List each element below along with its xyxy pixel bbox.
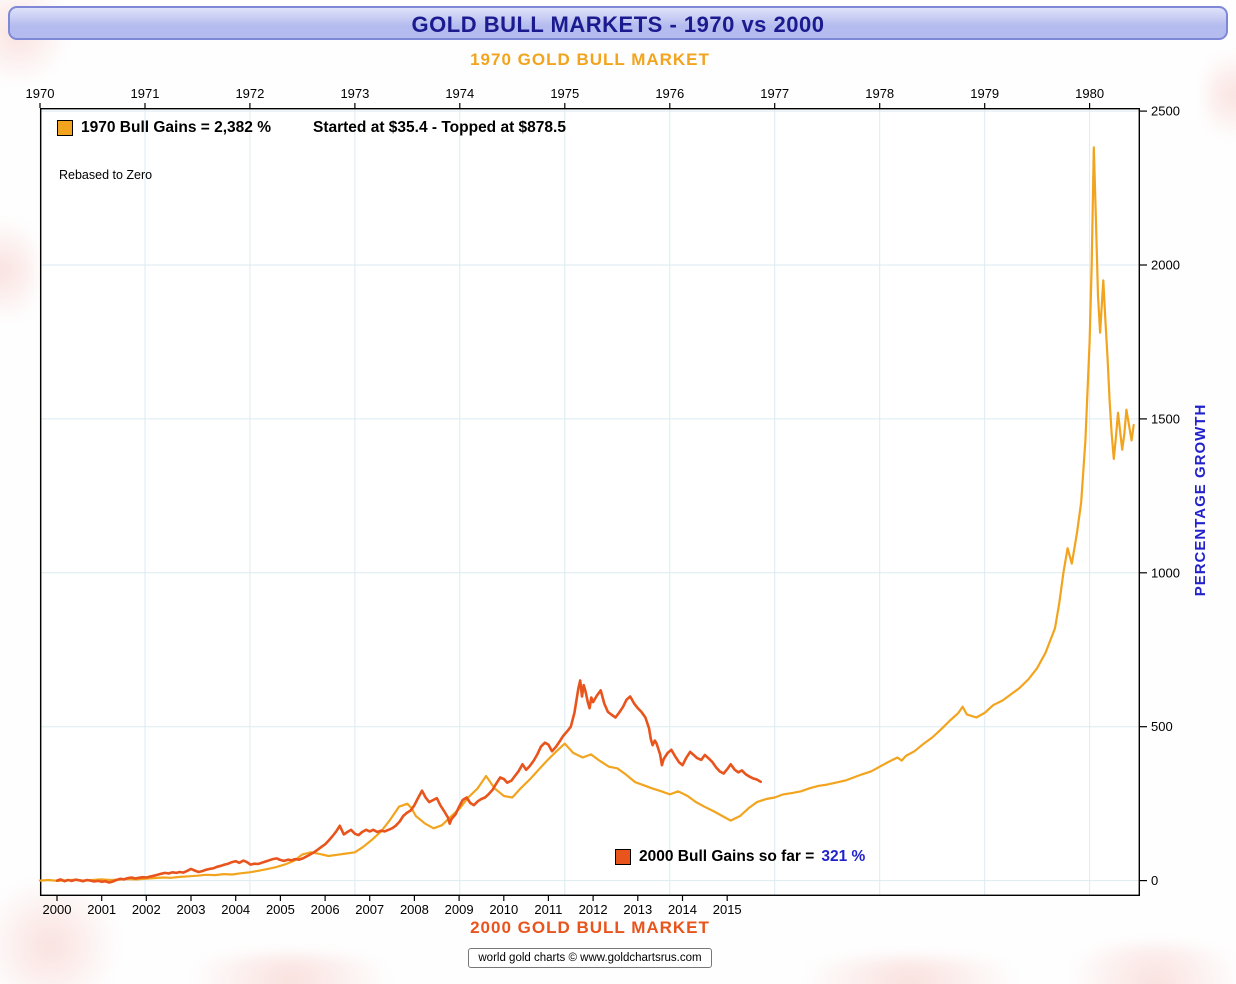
svg-text:2000: 2000 — [43, 902, 72, 917]
title-bar: GOLD BULL MARKETS - 1970 vs 2000 — [8, 6, 1228, 40]
svg-text:2004: 2004 — [221, 902, 250, 917]
svg-text:1979: 1979 — [970, 86, 999, 101]
svg-text:2011: 2011 — [534, 902, 562, 917]
svg-text:0: 0 — [1151, 873, 1158, 888]
svg-text:1980: 1980 — [1075, 86, 1104, 101]
legend-2000-swatch — [615, 849, 631, 865]
svg-text:2013: 2013 — [623, 902, 652, 917]
legend-1970-range: Started at $35.4 - Topped at $878.5 — [312, 119, 566, 136]
chart-svg: 1970 1971 1972 1973 1974 1975 1976 1977 1978 1979… — [26, 86, 1180, 917]
svg-text:2012: 2012 — [579, 902, 608, 917]
legend-1970: 1970 Bull Gains = 2,382 % Started at $35… — [57, 119, 566, 137]
legend-2000-value: 321 % — [821, 848, 866, 865]
legend-1970-swatch — [57, 120, 73, 136]
svg-text:2001: 2001 — [87, 902, 116, 917]
bottom-axis-title: 2000 GOLD BULL MARKET — [470, 918, 710, 937]
top-axis-title: 1970 GOLD BULL MARKET — [470, 50, 710, 69]
rebased-note: Rebased to Zero — [59, 168, 153, 182]
watermark-blob — [0, 205, 36, 335]
svg-text:2008: 2008 — [400, 902, 429, 917]
footer: world gold charts © www.goldchartsrus.co… — [0, 948, 1180, 968]
svg-text:2000: 2000 — [1151, 258, 1180, 273]
svg-text:2002: 2002 — [132, 902, 161, 917]
svg-text:1978: 1978 — [865, 86, 894, 101]
plot-area: 1970 1971 1972 1973 1974 1975 1976 1977 1978 1979… — [26, 86, 1180, 917]
svg-text:1974: 1974 — [445, 86, 474, 101]
svg-text:1970: 1970 — [26, 86, 55, 101]
svg-text:2500: 2500 — [1151, 104, 1180, 119]
legend-2000: 2000 Bull Gains so far = 321 % — [615, 848, 865, 866]
svg-text:1973: 1973 — [340, 86, 369, 101]
svg-text:2005: 2005 — [266, 902, 295, 917]
y-axis-title: PERCENTAGE GROWTH — [1192, 403, 1209, 597]
svg-text:2003: 2003 — [177, 902, 206, 917]
svg-text:1976: 1976 — [655, 86, 684, 101]
legend-2000-label: 2000 Bull Gains so far = — [639, 848, 815, 865]
svg-text:1971: 1971 — [131, 86, 160, 101]
watermark-blob — [1205, 40, 1236, 150]
svg-text:2006: 2006 — [311, 902, 340, 917]
svg-text:1000: 1000 — [1151, 565, 1180, 580]
legend-1970-label: 1970 Bull Gains = 2,382 % — [81, 119, 271, 136]
svg-text:1977: 1977 — [760, 86, 789, 101]
svg-text:1975: 1975 — [550, 86, 579, 101]
svg-text:500: 500 — [1151, 719, 1173, 734]
svg-text:2010: 2010 — [489, 902, 518, 917]
page-title: GOLD BULL MARKETS - 1970 vs 2000 — [411, 12, 825, 37]
svg-text:2014: 2014 — [668, 902, 697, 917]
svg-text:1500: 1500 — [1151, 411, 1180, 426]
svg-text:2015: 2015 — [713, 902, 742, 917]
footer-credit: world gold charts © www.goldchartsrus.co… — [468, 948, 712, 968]
svg-text:1972: 1972 — [235, 86, 264, 101]
svg-text:2009: 2009 — [445, 902, 474, 917]
svg-text:2007: 2007 — [355, 902, 384, 917]
